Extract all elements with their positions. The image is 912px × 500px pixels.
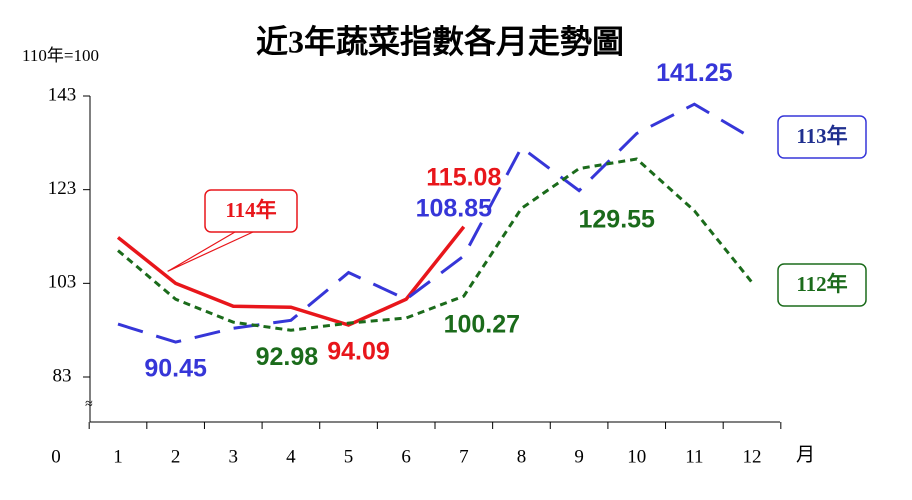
y-tick-label: 0 xyxy=(51,446,61,467)
data-label: 90.45 xyxy=(144,355,207,383)
y-tick-label: 83 xyxy=(53,365,72,386)
axis-break: ≈ xyxy=(85,397,93,412)
chart-title: 近3年蔬菜指數各月走勢圖 xyxy=(256,23,624,59)
data-label: 108.85 xyxy=(416,195,493,223)
y-unit: 110年=100 xyxy=(22,46,99,65)
data-label: 115.08 xyxy=(426,163,501,191)
y-tick-label: 143 xyxy=(48,84,77,105)
legend-label: 112年 xyxy=(796,272,847,296)
x-tick-label: 8 xyxy=(517,446,527,467)
x-tick-label: 11 xyxy=(685,446,703,467)
data-label: 141.25 xyxy=(656,59,733,87)
x-tick-label: 3 xyxy=(229,446,239,467)
legend-label: 113年 xyxy=(796,124,847,148)
x-tick-label: 1 xyxy=(113,446,123,467)
y-tick-label: 123 xyxy=(48,178,77,199)
x-tick-label: 9 xyxy=(574,446,584,467)
data-label: 94.09 xyxy=(327,338,390,366)
x-tick-label: 4 xyxy=(286,446,296,467)
y-tick-label: 103 xyxy=(48,272,77,293)
legend-box xyxy=(204,189,298,233)
x-tick-label: 7 xyxy=(459,446,469,467)
data-label: 100.27 xyxy=(444,311,520,339)
legend-box xyxy=(777,115,867,159)
x-tick-label: 10 xyxy=(627,446,646,467)
data-label: 129.55 xyxy=(578,206,655,234)
legend-box xyxy=(777,263,867,307)
x-tick-label: 5 xyxy=(344,446,354,467)
data-label: 92.98 xyxy=(256,343,319,371)
legend-callout xyxy=(167,231,254,272)
x-tick-label: 6 xyxy=(401,446,411,467)
x-tick-label: 2 xyxy=(171,446,181,467)
x-tick-label: 12 xyxy=(743,446,762,467)
series-line xyxy=(117,157,754,332)
x-unit: 月 xyxy=(796,444,815,465)
legend-label: 114年 xyxy=(225,198,276,222)
series-line xyxy=(116,225,466,327)
